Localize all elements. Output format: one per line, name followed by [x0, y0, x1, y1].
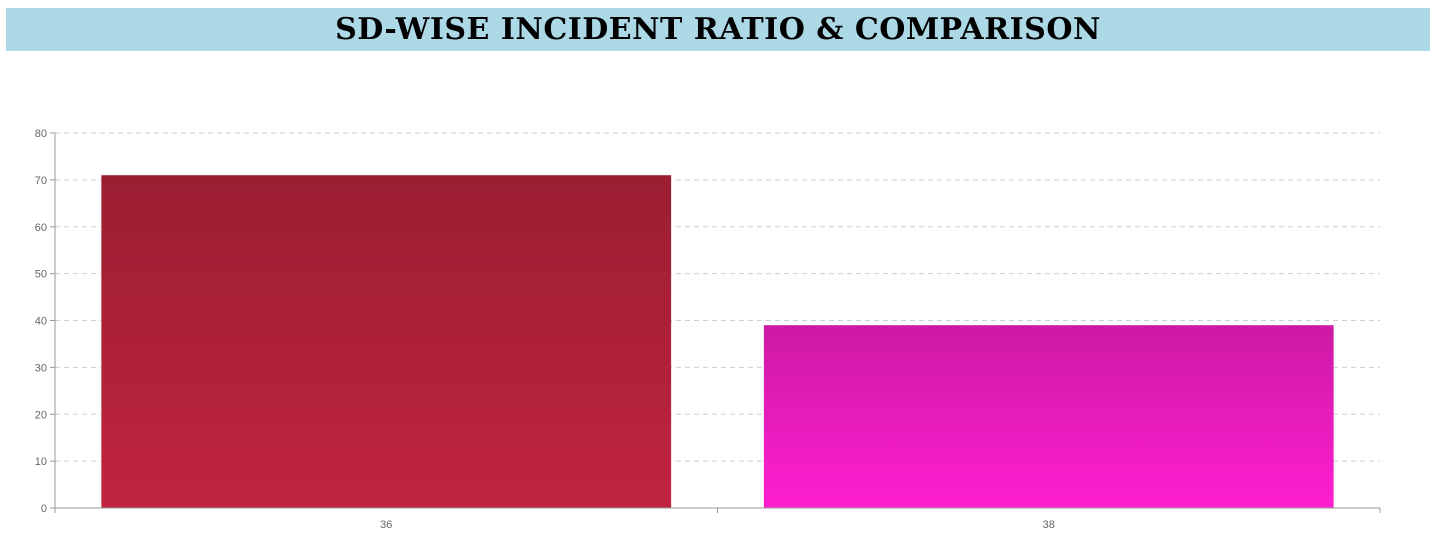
bar-36[interactable] [101, 175, 672, 508]
chart-title: SD-WISE INCIDENT RATIO & COMPARISON [335, 12, 1101, 47]
y-tick-label: 60 [35, 222, 47, 234]
bars [101, 175, 1334, 508]
x-tick-label: 38 [1043, 519, 1055, 531]
y-tick-label: 80 [35, 128, 47, 140]
chart-title-bar: SD-WISE INCIDENT RATIO & COMPARISON [6, 8, 1430, 51]
y-tick-label: 20 [35, 409, 47, 421]
bar-38[interactable] [763, 325, 1334, 508]
y-tick-label: 10 [35, 456, 47, 468]
y-tick-label: 40 [35, 316, 47, 328]
y-tick-label: 50 [35, 269, 47, 281]
axes [50, 132, 1381, 513]
tick-labels: 0 10 20 30 40 50 60 70 80 36 38 [35, 128, 1055, 531]
x-tick-label: 36 [380, 519, 392, 531]
y-tick-label: 70 [35, 175, 47, 187]
y-tick-label: 0 [41, 503, 47, 515]
y-tick-label: 30 [35, 362, 47, 374]
